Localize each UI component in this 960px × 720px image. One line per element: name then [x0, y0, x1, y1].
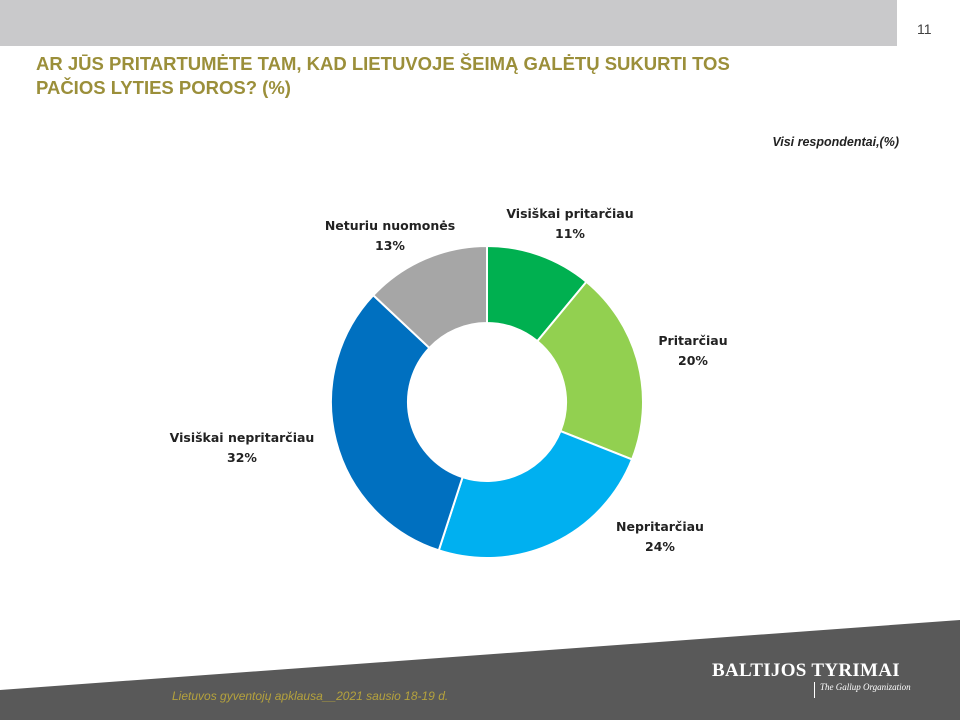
slice-label-4: Visiškai nepritarčiau — [170, 430, 315, 445]
respondents-note: Visi respondentai,(%) — [772, 135, 899, 149]
slice-label-2: Pritarčiau — [658, 333, 727, 348]
title-line-1: AR JŪS PRITARTUMĖTE TAM, KAD LIETUVOJE Š… — [36, 53, 730, 74]
slice-label-5: Neturiu nuomonės — [325, 218, 455, 233]
slice-value-4: 32% — [227, 450, 257, 465]
slice-3 — [437, 429, 634, 559]
slice-4 — [330, 293, 464, 552]
slice-label-1: Visiškai pritarčiau — [506, 206, 633, 221]
slice-2 — [535, 280, 644, 461]
chart-title: AR JŪS PRITARTUMĖTE TAM, KAD LIETUVOJE Š… — [36, 52, 836, 100]
slice-value-1: 11% — [555, 226, 585, 241]
slice-5 — [371, 244, 488, 350]
top-header-bar — [0, 0, 897, 46]
logo-divider — [814, 682, 815, 698]
slice-label-3: Nepritarčiau — [616, 519, 704, 534]
slice-value-2: 20% — [678, 353, 708, 368]
slice-value-3: 24% — [645, 539, 675, 554]
logo-baltijos-tyrimai: BALTIJOS TYRIMAI — [712, 660, 900, 681]
page-number: 11 — [917, 21, 932, 37]
footer-survey-note: Lietuvos gyventojų apklausa__2021 sausio… — [172, 689, 449, 703]
title-line-2: PAČIOS LYTIES POROS? (%) — [36, 77, 291, 98]
logo-subtitle: The Gallup Organization — [820, 682, 911, 692]
slice-value-5: 13% — [375, 238, 405, 253]
